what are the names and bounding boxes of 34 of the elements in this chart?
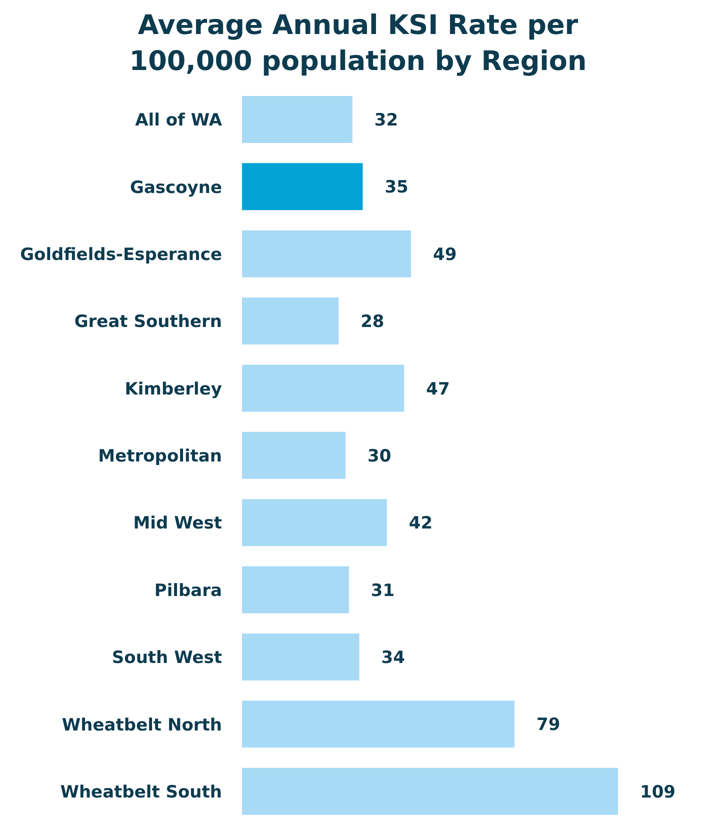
y-tick-label: Mid West — [133, 514, 222, 534]
y-tick-label: Wheatbelt South — [60, 782, 222, 802]
data-label: 35 — [384, 178, 408, 198]
bar — [242, 364, 404, 412]
data-label: 32 — [374, 110, 398, 131]
data-label: 31 — [370, 580, 395, 601]
data-label: 49 — [433, 244, 457, 265]
y-tick-label: Goldfields-Esperance — [20, 244, 222, 265]
data-label: 109 — [640, 782, 676, 802]
y-tick-label: Pilbara — [154, 580, 222, 601]
bar — [242, 633, 360, 680]
chart-title: Average Annual KSI Rate per 100,000 population by Region — [128, 9, 588, 79]
y-tick-label: Kimberley — [124, 379, 222, 400]
data-label: 30 — [367, 446, 392, 466]
y-tick-label: All of WA — [135, 110, 223, 131]
bar — [242, 700, 515, 748]
y-tick-label: Great Southern — [74, 312, 222, 332]
bar — [242, 96, 352, 143]
bar — [242, 163, 363, 210]
bar — [242, 432, 346, 479]
bar — [242, 298, 339, 345]
y-tick-label: Metropolitan — [98, 446, 222, 467]
bar — [242, 230, 412, 278]
data-label: 34 — [381, 648, 406, 668]
data-label: 42 — [408, 514, 433, 534]
y-tick-label: Wheatbelt North — [62, 715, 222, 736]
bar — [242, 499, 387, 546]
bar — [242, 566, 349, 614]
data-label: 47 — [426, 379, 450, 400]
bar — [242, 768, 618, 815]
y-tick-label: Gascoyne — [130, 178, 222, 198]
data-label: 28 — [360, 312, 384, 332]
data-label: 79 — [536, 715, 560, 736]
y-tick-label: South West — [112, 648, 222, 668]
